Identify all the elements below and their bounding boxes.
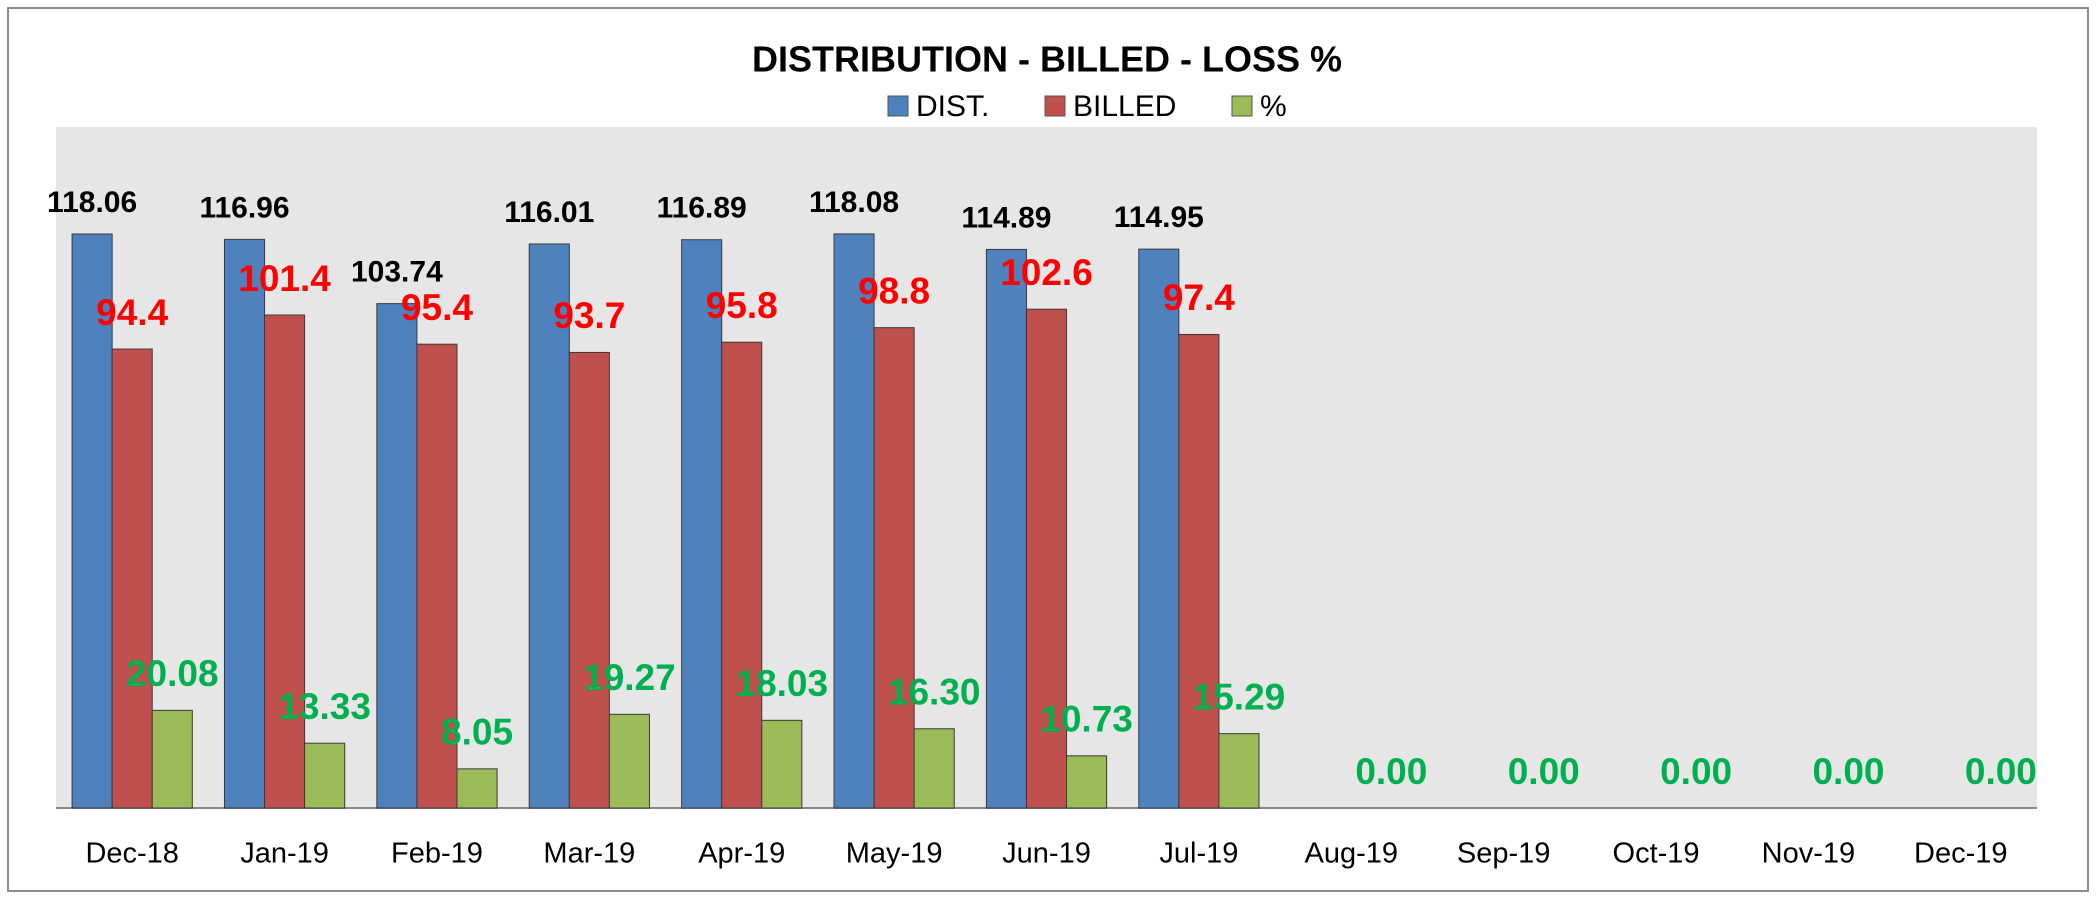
x-tick-label: May-19 (846, 838, 943, 870)
legend-label: % (1260, 90, 1287, 123)
bar (913, 728, 955, 809)
data-label: 94.4 (96, 292, 168, 333)
bar (608, 713, 650, 809)
data-label: 101.4 (238, 258, 331, 299)
data-label: 118.08 (809, 186, 899, 219)
legend: DIST. BILLED% (887, 90, 1287, 123)
data-label: 16.30 (888, 672, 981, 713)
bar (1025, 308, 1068, 809)
bar (873, 327, 915, 809)
legend-label: DIST. (916, 90, 989, 123)
data-label: 97.4 (1163, 277, 1235, 318)
data-label: 116.01 (504, 196, 594, 229)
x-tick-label: Aug-19 (1305, 838, 1399, 870)
bar (528, 243, 570, 809)
data-label: 10.73 (1040, 699, 1133, 740)
data-label: 0.00 (1965, 751, 2037, 792)
legend-swatch (1044, 95, 1066, 117)
data-label: 0.00 (1812, 751, 1884, 792)
x-tick-label: Apr-19 (698, 838, 785, 870)
bar (304, 742, 346, 809)
x-tick-label: Sep-19 (1457, 838, 1551, 870)
data-label: 19.27 (583, 657, 676, 698)
legend-swatch (887, 95, 909, 117)
data-label: 0.00 (1508, 751, 1580, 792)
bar (1138, 248, 1180, 809)
legend-label: BILLED (1073, 90, 1176, 123)
bar (223, 238, 266, 809)
x-tick-label: Dec-18 (85, 838, 179, 870)
data-label: 18.03 (736, 663, 829, 704)
bar (151, 709, 193, 809)
bar (985, 248, 1027, 809)
bar (376, 303, 418, 809)
data-label: 114.95 (1114, 201, 1204, 234)
x-tick-label: Mar-19 (543, 838, 635, 870)
data-label: 98.8 (858, 270, 930, 311)
data-label: 20.08 (126, 653, 219, 694)
data-label: 116.89 (657, 192, 747, 225)
data-label: 0.00 (1660, 751, 1732, 792)
x-tick-label: Oct-19 (1613, 838, 1700, 870)
bar (456, 768, 498, 809)
bar (833, 233, 875, 809)
data-label: 15.29 (1193, 676, 1286, 717)
bar (111, 348, 153, 809)
bar (761, 719, 803, 809)
bar (71, 233, 113, 809)
data-label: 95.8 (706, 285, 778, 326)
bar (1066, 755, 1108, 809)
data-label: 103.74 (351, 256, 443, 289)
data-label: 116.96 (199, 191, 289, 224)
x-tick-label: Nov-19 (1762, 838, 1856, 870)
data-label: 95.4 (401, 287, 473, 328)
bar (416, 343, 458, 809)
x-tick-label: Jan-19 (240, 838, 329, 870)
data-label: 118.06 (47, 186, 137, 219)
bar (264, 314, 306, 809)
x-tick-label: Jun-19 (1002, 838, 1091, 870)
x-tick-label: Jul-19 (1159, 838, 1238, 870)
bar (568, 351, 610, 809)
bar (1178, 333, 1220, 809)
legend-swatch (1231, 95, 1253, 117)
data-label: 102.6 (1000, 252, 1093, 293)
bar (681, 239, 723, 809)
bar (1218, 733, 1260, 809)
chart-title: DISTRIBUTION - BILLED - LOSS % (752, 39, 1342, 80)
x-tick-label: Dec-19 (1914, 838, 2008, 870)
data-label: 8.05 (441, 712, 513, 753)
data-label: 13.33 (278, 686, 371, 727)
data-label: 93.7 (553, 295, 625, 336)
data-label: 114.89 (961, 201, 1051, 234)
data-label: 0.00 (1355, 751, 1427, 792)
x-tick-label: Feb-19 (391, 838, 483, 870)
bar (721, 341, 763, 809)
